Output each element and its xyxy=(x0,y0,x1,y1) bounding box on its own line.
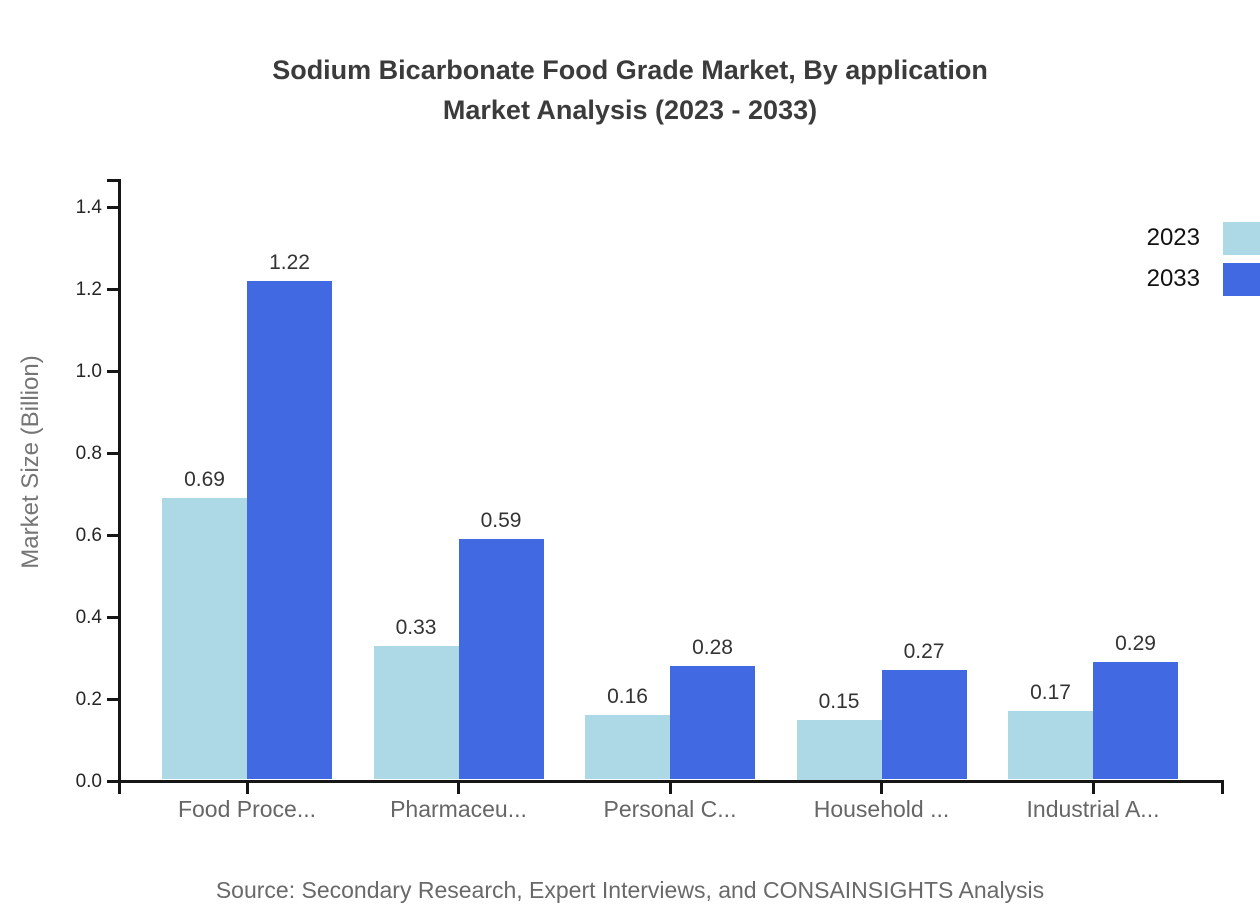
x-tick xyxy=(880,781,883,794)
y-tick xyxy=(107,287,119,291)
value-label-2023-4: 0.15 xyxy=(818,689,860,713)
category-label-2: Pharmaceu... xyxy=(390,796,527,822)
value-label-2033-5: 0.29 xyxy=(1115,632,1156,656)
category-label-1: Food Proce... xyxy=(177,796,317,822)
y-tick xyxy=(107,697,119,701)
y-tick-label: 1.2 xyxy=(75,279,102,300)
y-tick-label: 0.4 xyxy=(75,607,102,628)
y-tick-label: 0.6 xyxy=(75,525,102,546)
bar-2033-3 xyxy=(670,666,755,780)
bar-2023-5 xyxy=(1008,711,1093,780)
value-label-2033-2: 0.59 xyxy=(480,509,522,533)
x-tick xyxy=(245,781,249,794)
y-tick xyxy=(107,369,119,373)
legend-label-2023: 2023 xyxy=(1146,224,1200,251)
legend-swatch-2023 xyxy=(1223,222,1260,255)
legend-label-2033: 2033 xyxy=(1146,265,1200,292)
bar-2023-1 xyxy=(162,498,247,780)
y-axis-endcap xyxy=(107,179,119,182)
y-tick xyxy=(107,205,119,209)
y-axis-line xyxy=(117,179,121,783)
value-label-2023-3: 0.16 xyxy=(607,685,648,709)
y-tick-label: 0.8 xyxy=(75,443,102,464)
chart-title: Sodium Bicarbonate Food Grade Market, By… xyxy=(0,50,1260,130)
value-label-2023-1: 0.69 xyxy=(184,468,225,492)
x-tick xyxy=(668,781,672,794)
legend-item-2033: 2033 xyxy=(1000,262,1260,296)
y-tick-label: 1.0 xyxy=(75,361,102,382)
x-tick xyxy=(457,781,460,794)
x-tick xyxy=(1091,781,1095,794)
y-tick xyxy=(107,615,119,619)
category-label-5: Industrial A... xyxy=(1026,796,1160,822)
bar-2033-5 xyxy=(1093,662,1178,780)
value-label-2033-1: 1.22 xyxy=(269,250,310,274)
value-label-2033-4: 0.27 xyxy=(903,640,945,664)
value-label-2023-5: 0.17 xyxy=(1030,681,1071,705)
source-text: Source: Secondary Research, Expert Inter… xyxy=(215,877,1045,903)
y-tick-label: 0.0 xyxy=(75,771,102,792)
bar-2033-4 xyxy=(881,670,967,780)
category-label-3: Personal C... xyxy=(603,796,737,822)
bar-2023-3 xyxy=(585,715,670,780)
chart-title-line1: Sodium Bicarbonate Food Grade Market, By… xyxy=(272,55,988,85)
chart-title-line2: Market Analysis (2023 - 2033) xyxy=(442,95,818,125)
y-tick xyxy=(107,779,119,783)
y-tick-label: 1.4 xyxy=(75,197,102,218)
x-axis-endcap-right xyxy=(1220,781,1224,794)
y-tick xyxy=(107,451,119,455)
legend-swatch-2033 xyxy=(1223,263,1260,296)
value-label-2023-2: 0.33 xyxy=(395,615,437,639)
x-axis-endcap-left xyxy=(117,781,121,794)
bar-2033-2 xyxy=(458,539,544,780)
bar-2023-2 xyxy=(373,645,459,780)
value-label-2033-3: 0.28 xyxy=(692,636,733,660)
y-tick-label: 0.2 xyxy=(75,689,102,710)
category-label-4: Household ... xyxy=(813,796,950,822)
legend-item-2023: 2023 xyxy=(1000,221,1260,255)
y-tick xyxy=(107,533,119,537)
bar-2023-4 xyxy=(796,719,882,780)
bar-2033-1 xyxy=(247,280,332,780)
